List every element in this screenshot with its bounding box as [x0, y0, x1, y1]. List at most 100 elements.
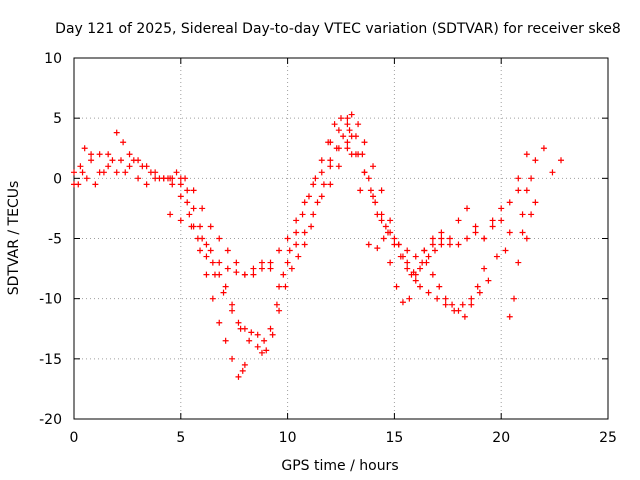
data-point — [156, 175, 163, 182]
chart-title: Day 121 of 2025, Sidereal Day-to-day VTE… — [55, 21, 621, 37]
data-point — [239, 367, 246, 374]
data-point — [235, 373, 242, 380]
data-point — [370, 163, 377, 170]
data-point — [216, 235, 223, 242]
data-point — [286, 247, 293, 254]
data-point — [233, 259, 240, 266]
data-point — [515, 259, 522, 266]
data-point — [489, 217, 496, 224]
data-point — [421, 247, 428, 254]
data-point — [506, 199, 513, 206]
data-point — [348, 151, 355, 158]
data-point — [327, 139, 334, 146]
data-point — [314, 199, 321, 206]
data-point — [387, 217, 394, 224]
data-point — [177, 217, 184, 224]
data-point — [327, 163, 334, 170]
data-point — [276, 247, 283, 254]
data-point — [523, 151, 530, 158]
data-point — [378, 211, 385, 218]
data-point — [361, 169, 368, 176]
data-point — [258, 259, 265, 266]
data-point — [489, 223, 496, 230]
data-point — [481, 265, 488, 272]
data-point — [425, 289, 432, 296]
data-point — [481, 235, 488, 242]
data-point — [241, 361, 248, 368]
y-tick-label: -10 — [39, 292, 62, 308]
data-point — [203, 241, 210, 248]
data-point — [222, 337, 229, 344]
data-point — [438, 241, 445, 248]
data-point — [186, 211, 193, 218]
data-point — [199, 235, 206, 242]
data-point — [312, 175, 319, 182]
data-point — [276, 283, 283, 290]
data-point — [254, 331, 261, 338]
data-point — [250, 271, 257, 278]
data-point — [523, 187, 530, 194]
data-point — [282, 283, 289, 290]
data-point — [404, 265, 411, 272]
data-point — [468, 295, 475, 302]
data-point — [100, 169, 107, 176]
data-point — [429, 271, 436, 278]
data-point — [250, 265, 257, 272]
data-point — [472, 223, 479, 230]
data-point — [387, 259, 394, 266]
data-point — [203, 253, 210, 260]
data-point — [461, 313, 468, 320]
data-point — [423, 259, 430, 266]
data-point — [515, 187, 522, 194]
y-tick-labels: 10 5 0 -5 -10 -15 -20 — [39, 51, 62, 428]
data-point — [173, 169, 180, 176]
data-point — [126, 163, 133, 170]
data-point — [472, 229, 479, 236]
data-point — [412, 253, 419, 260]
data-point — [308, 223, 315, 230]
data-point — [378, 217, 385, 224]
data-point — [449, 301, 456, 308]
y-tick-label: 5 — [53, 111, 62, 127]
data-point — [406, 295, 413, 302]
data-point — [429, 235, 436, 242]
series-trace-c — [75, 127, 488, 356]
data-point — [344, 139, 351, 146]
data-point — [301, 229, 308, 236]
data-point — [79, 169, 86, 176]
data-point — [335, 163, 342, 170]
data-point — [344, 145, 351, 152]
data-point — [122, 169, 129, 176]
data-point — [327, 181, 334, 188]
data-point — [105, 151, 112, 158]
data-point — [188, 223, 195, 230]
data-point — [147, 169, 154, 176]
data-point — [81, 145, 88, 152]
data-point — [310, 211, 317, 218]
data-point — [558, 157, 565, 164]
data-point — [438, 229, 445, 236]
data-point — [344, 121, 351, 128]
data-point — [417, 265, 424, 272]
data-point — [207, 247, 214, 254]
data-point — [436, 283, 443, 290]
data-point — [169, 181, 176, 188]
data-point — [464, 205, 471, 212]
data-point — [425, 253, 432, 260]
data-point — [361, 139, 368, 146]
data-point — [241, 271, 248, 278]
data-point — [318, 157, 325, 164]
data-point — [320, 181, 327, 188]
data-point — [404, 259, 411, 266]
data-point — [318, 169, 325, 176]
data-points — [71, 111, 565, 380]
data-point — [338, 115, 344, 122]
data-point — [540, 145, 547, 152]
data-point — [96, 151, 103, 158]
data-point — [229, 301, 236, 308]
data-point — [355, 121, 362, 128]
data-point — [246, 337, 253, 344]
data-point — [399, 253, 406, 260]
data-point — [273, 301, 280, 308]
